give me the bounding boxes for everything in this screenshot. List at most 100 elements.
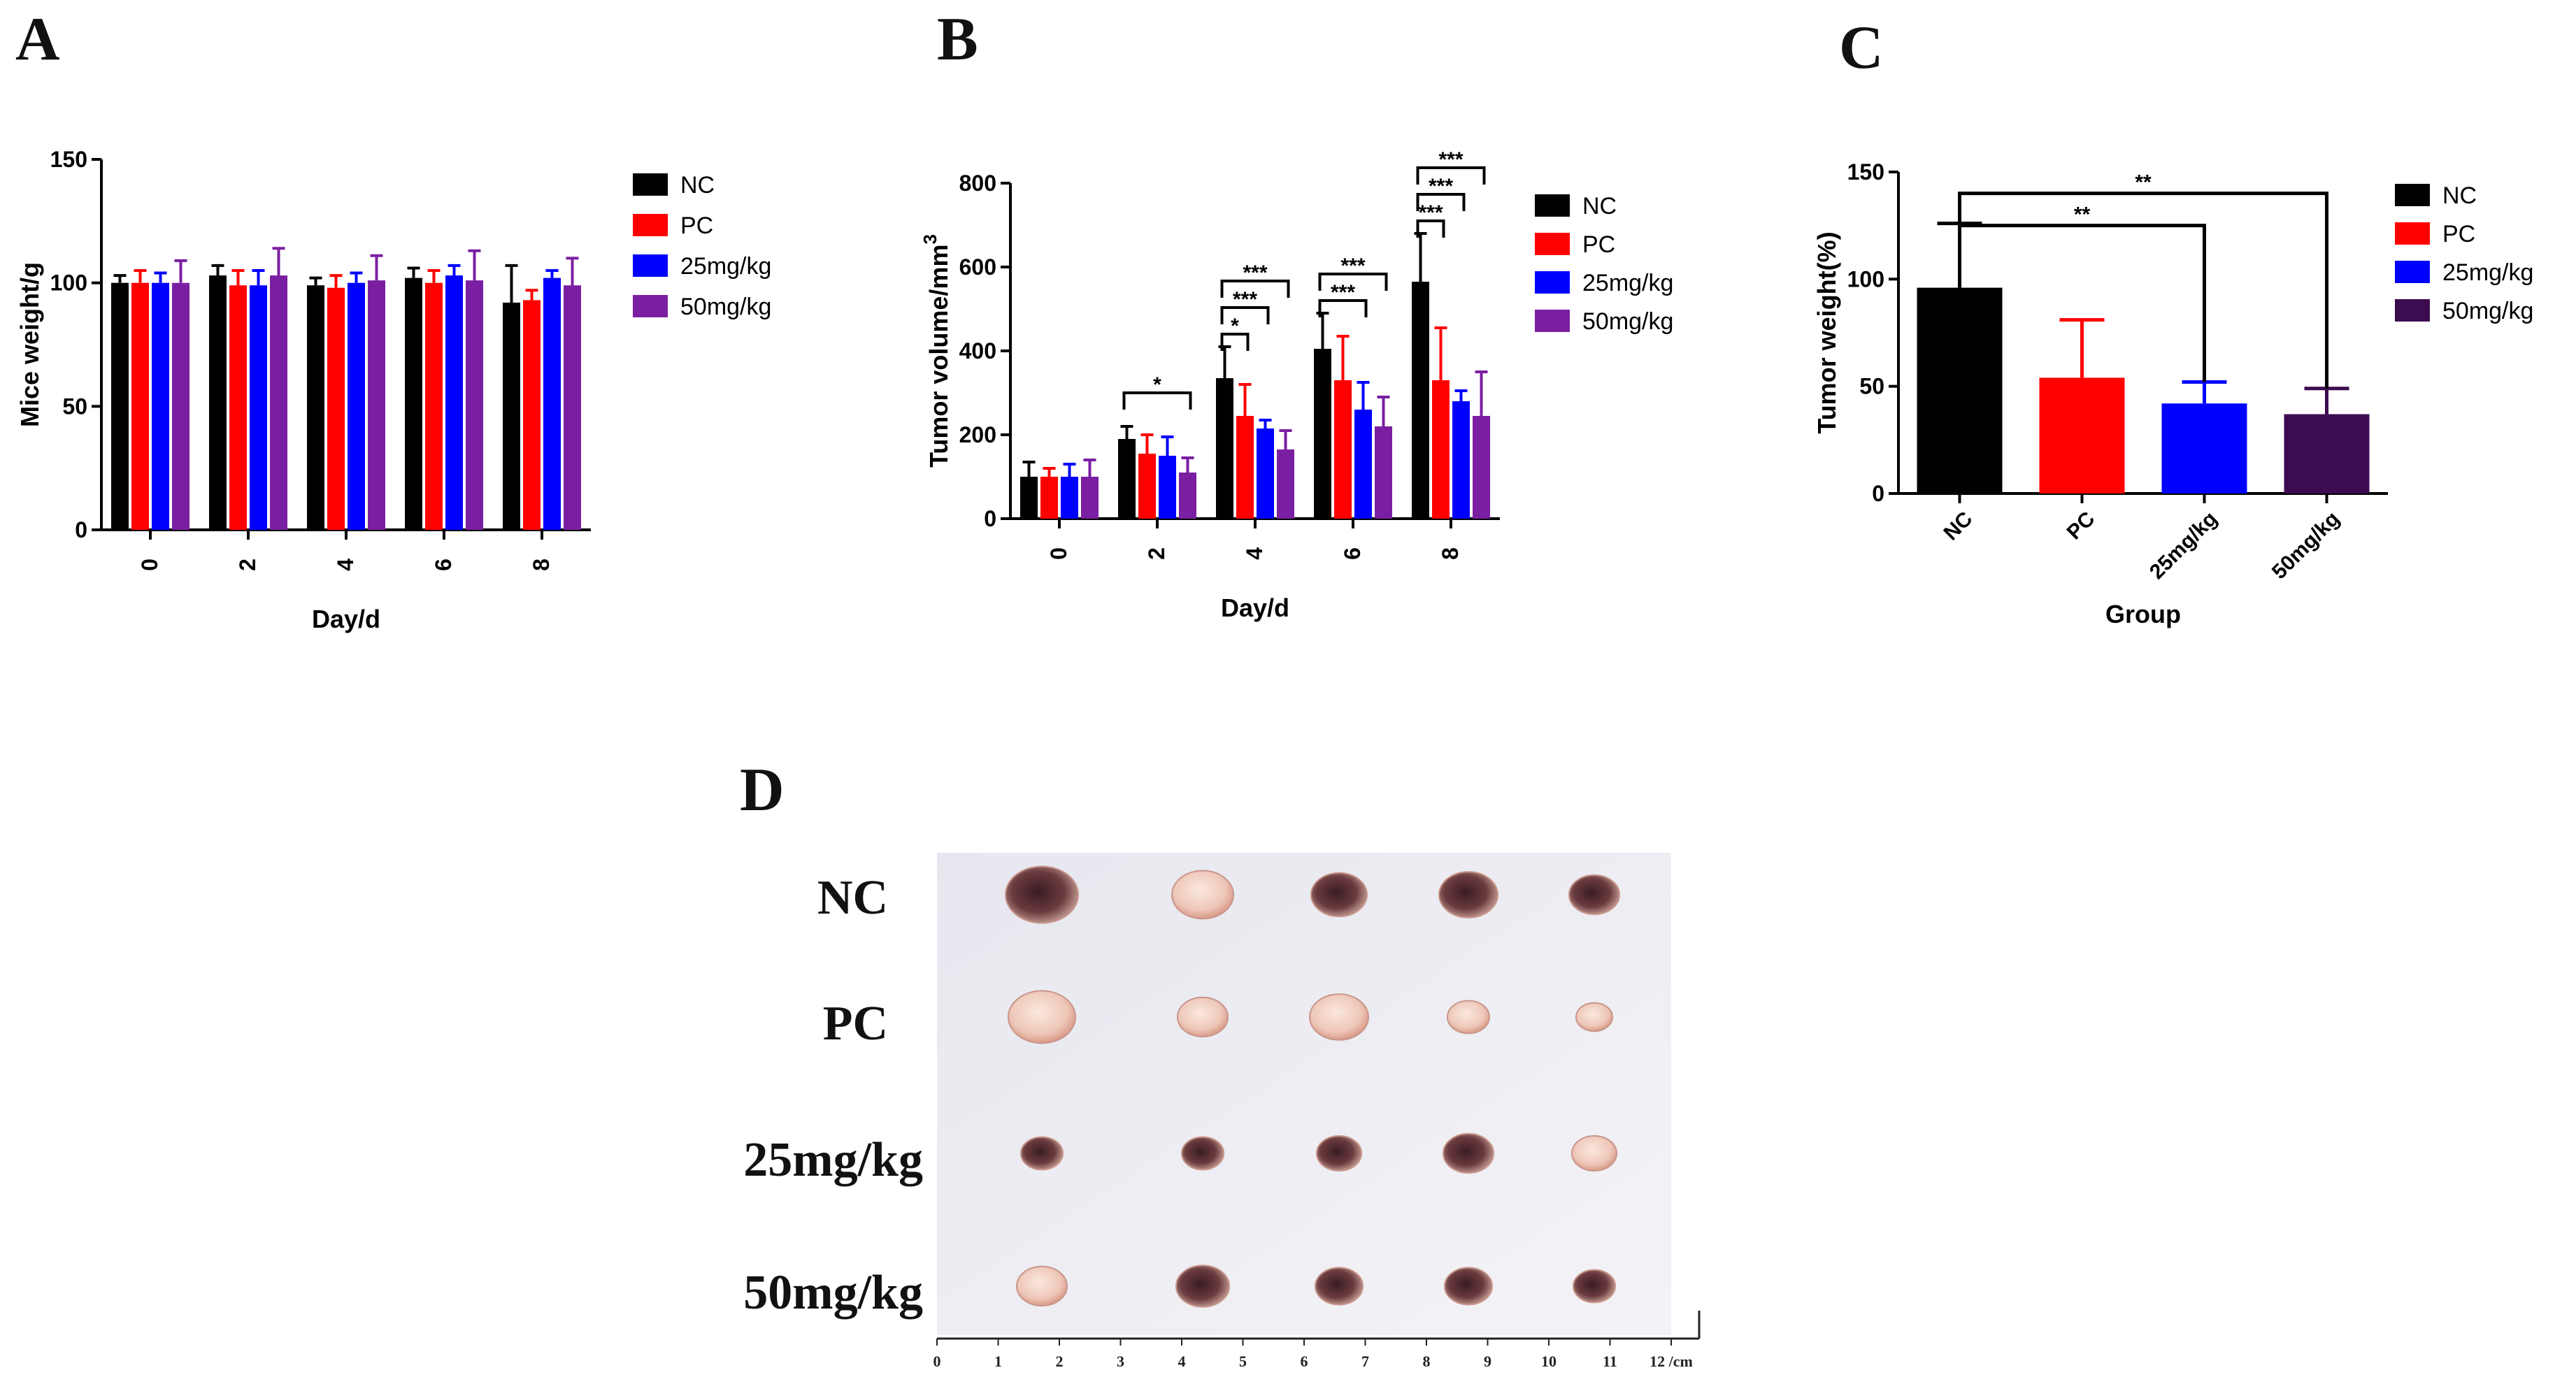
tumor-nc-2: [1171, 870, 1234, 920]
significance-label-day-8-25mg-kg: ***: [1429, 175, 1453, 198]
ruler-label: 5: [1239, 1353, 1247, 1370]
legend-swatch-50mg-kg: [633, 295, 668, 317]
y-tick-label: 0: [984, 506, 996, 531]
bar-nc-day-8: [503, 302, 520, 530]
bar-50mg-kg-day-8: [564, 285, 581, 530]
legend-swatch-pc: [633, 214, 668, 236]
tumor-50mg-kg-5: [1573, 1269, 1616, 1304]
legend-swatch-nc: [633, 173, 668, 196]
bar-25mg-kg-day-8: [543, 278, 561, 530]
legend-swatch-25mg-kg: [633, 254, 668, 277]
tumor-25mg-kg-4: [1443, 1132, 1494, 1174]
legend-label-pc: PC: [680, 212, 713, 239]
bar-50mg-kg-day-4: [1277, 449, 1294, 519]
significance-label-50mg-kg: **: [2135, 171, 2152, 194]
bar-50mg-kg-day-6: [1375, 426, 1392, 519]
tumor-nc-3: [1310, 872, 1368, 918]
y-tick-label: 100: [1847, 266, 1884, 291]
ruler-label: 11: [1603, 1353, 1617, 1370]
bar-nc-day-0: [111, 282, 129, 530]
significance-label-day-4-50mg-kg: ***: [1243, 261, 1267, 284]
tumor-25mg-kg-5: [1571, 1135, 1617, 1172]
bar-25mg-kg-day-0: [152, 282, 169, 530]
ruler-label: 1: [994, 1353, 1002, 1370]
bar-50mg-kg: [2284, 414, 2370, 493]
legend-label-nc: NC: [2442, 182, 2477, 209]
x-tick-label-nc: NC: [1939, 507, 1977, 545]
x-tick-label-pc: PC: [2063, 507, 2100, 545]
panel-letter-a: A: [15, 6, 60, 73]
tumor-50mg-kg-4: [1444, 1267, 1493, 1306]
tumor-nc-4: [1438, 871, 1498, 918]
bar-nc-day-8: [1412, 282, 1429, 519]
bar-nc-day-4: [307, 285, 324, 530]
x-tick-label: 2: [235, 558, 260, 571]
y-axis-label-superscript: 3: [920, 234, 940, 244]
panel-letter-b: B: [937, 6, 978, 73]
tumor-specimens: [1005, 865, 1620, 1308]
photo-background: [937, 853, 1671, 1335]
bar-25mg-kg-day-4: [348, 282, 365, 530]
bar-nc-day-0: [1020, 477, 1038, 519]
legend-label-50mg-kg: 50mg/kg: [680, 294, 771, 320]
bar-nc: [1917, 287, 2003, 493]
chart-c-tumor-weight: 0 50 100 150 Tumor weight(%) NC PC 25mg/kg 50mg/…: [1812, 159, 2533, 628]
bar-pc-day-0: [131, 282, 149, 530]
bar-50mg-kg-day-6: [466, 280, 483, 530]
photo-row-label-50mg: 50mg/kg: [743, 1266, 923, 1320]
y-tick-label: 400: [959, 338, 996, 363]
legend-label-25mg-kg: 25mg/kg: [2442, 259, 2533, 286]
ruler-label: 7: [1361, 1353, 1369, 1370]
bar-pc: [2039, 377, 2125, 493]
tumor-nc-5: [1568, 874, 1620, 916]
legend-swatch-pc: [1535, 233, 1570, 255]
bar-nc-day-2: [1118, 439, 1136, 519]
legend-swatch-50mg-kg: [2395, 299, 2430, 322]
ruler-label: 3: [1117, 1353, 1124, 1370]
bar-50mg-kg-day-2: [270, 275, 287, 530]
x-axis-label: Day/d: [1221, 593, 1289, 622]
legend-label-25mg-kg: 25mg/kg: [1582, 270, 1673, 296]
tumor-50mg-kg-3: [1315, 1267, 1364, 1306]
y-axis-label: Tumor weight(%): [1812, 231, 1841, 433]
legend-label-nc: NC: [680, 172, 715, 199]
bar-nc-day-6: [405, 278, 422, 530]
bar-nc-day-6: [1314, 349, 1331, 519]
ruler-label: 10: [1541, 1353, 1557, 1370]
significance-label-day-6-50mg-kg: ***: [1340, 254, 1365, 278]
significance-label-day-8-pc: ***: [1418, 201, 1443, 224]
y-tick-label: 100: [50, 271, 87, 296]
bar-50mg-kg-day-2: [1179, 473, 1196, 519]
bar-50mg-kg-day-8: [1473, 416, 1490, 519]
panel-letter-c: C: [1839, 14, 1884, 82]
bar-25mg-kg-day-2: [1159, 456, 1176, 519]
bar-pc-day-0: [1040, 477, 1058, 519]
significance-bracket-25mg-kg: [1958, 223, 2206, 382]
legend-label-pc: PC: [2442, 221, 2475, 247]
bar-pc-day-6: [1334, 380, 1352, 519]
y-tick-label: 800: [959, 171, 996, 196]
x-tick-label: 4: [1242, 547, 1267, 560]
x-tick-label: 0: [137, 558, 162, 571]
tumor-25mg-kg-1: [1020, 1136, 1064, 1171]
legend-swatch-50mg-kg: [1535, 310, 1570, 332]
x-axis-label: Group: [2105, 600, 2181, 628]
bar-pc-day-8: [1432, 380, 1450, 519]
ruler-label: 6: [1301, 1353, 1308, 1370]
panel-letter-d: D: [740, 756, 785, 824]
ruler-label: 9: [1484, 1353, 1491, 1370]
bar-pc-day-2: [1138, 454, 1156, 519]
tumor-pc-2: [1177, 996, 1229, 1038]
bar-pc-day-4: [1236, 416, 1254, 519]
y-tick-label: 0: [1872, 481, 1884, 506]
significance-label-day-4-pc: *: [1231, 315, 1239, 338]
photo-row-label-nc: NC: [817, 871, 888, 925]
bar-50mg-kg-day-0: [172, 282, 189, 530]
ruler-label: 12 /cm: [1650, 1353, 1693, 1370]
significance-bracket-day-4-50mg-kg: [1220, 280, 1290, 298]
photo-row-label-pc: PC: [822, 997, 888, 1051]
bar-25mg-kg-day-2: [250, 285, 267, 530]
y-tick-label: 150: [50, 147, 87, 172]
y-tick-label: 0: [75, 517, 87, 542]
ruler-label: 4: [1178, 1353, 1186, 1370]
